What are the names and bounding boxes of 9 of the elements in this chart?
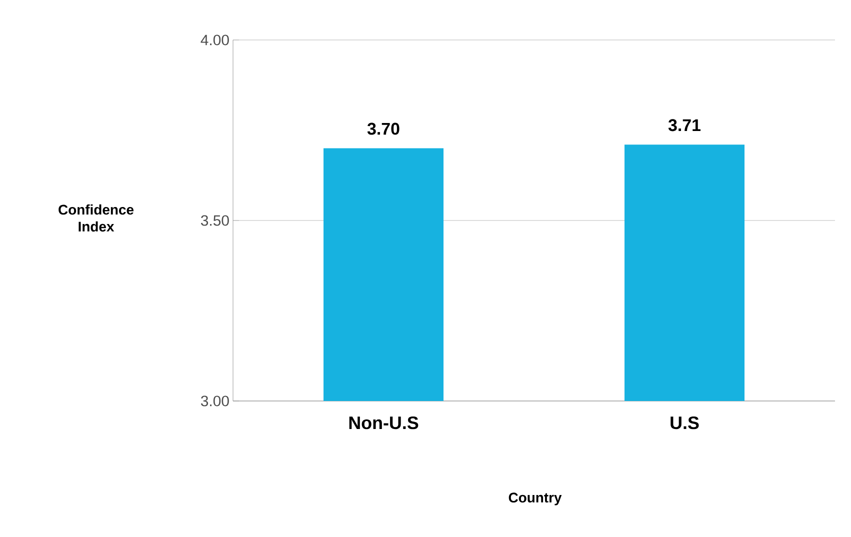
data-label: 3.71: [668, 119, 701, 132]
y-tick-label: 3.00: [200, 396, 229, 406]
y-tick-label: 4.00: [200, 34, 229, 46]
x-tick-label: U.S: [670, 416, 699, 430]
data-label: 3.70: [367, 122, 400, 135]
x-tick-label: Non-U.S: [349, 416, 418, 430]
x-axis-title: Country: [508, 492, 562, 506]
y-tick-label: 3.50: [200, 215, 229, 226]
y-axis-title: Confidence Index: [58, 204, 134, 232]
